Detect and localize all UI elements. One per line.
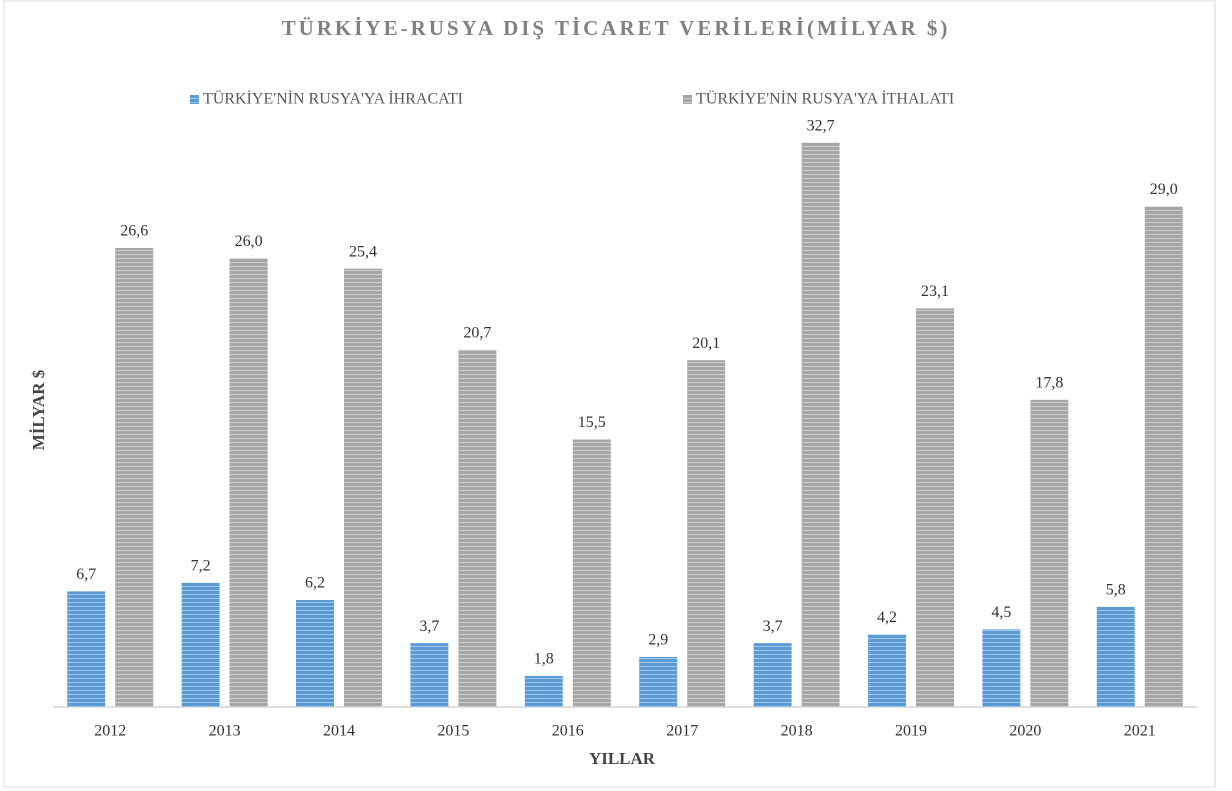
bar xyxy=(344,268,382,707)
data-label: 2,9 xyxy=(648,632,668,649)
bar xyxy=(982,629,1021,707)
data-label: 6,2 xyxy=(305,575,325,592)
data-label: 7,2 xyxy=(191,557,211,574)
bar xyxy=(458,349,497,707)
data-label: 23,1 xyxy=(921,283,949,300)
bar xyxy=(868,634,906,707)
bar xyxy=(639,656,678,707)
data-label: 5,8 xyxy=(1106,582,1126,599)
bar xyxy=(1096,606,1135,707)
bar xyxy=(296,600,334,707)
data-label: 20,7 xyxy=(463,324,491,341)
data-label: 26,6 xyxy=(120,223,148,240)
data-label: 32,7 xyxy=(807,117,835,134)
legend-swatch xyxy=(683,95,692,104)
data-label: 6,7 xyxy=(76,566,96,583)
x-tick-label: 2021 xyxy=(1124,723,1156,740)
x-tick-label: 2015 xyxy=(437,723,469,740)
data-label: 15,5 xyxy=(578,414,606,431)
bar xyxy=(687,360,726,707)
x-tick-label: 2012 xyxy=(94,723,126,740)
bar xyxy=(410,643,449,707)
data-label: 26,0 xyxy=(235,233,263,250)
x-tick-label: 2016 xyxy=(552,723,584,740)
x-tick-label: 2018 xyxy=(781,723,813,740)
data-label: 29,0 xyxy=(1150,181,1178,198)
bar xyxy=(1144,206,1183,708)
legend-label: TÜRKİYE'NİN RUSYA'YA İHRACATI xyxy=(203,90,463,108)
x-tick-label: 2013 xyxy=(209,723,241,740)
data-label: 20,1 xyxy=(692,335,720,352)
legend-label: TÜRKİYE'NİN RUSYA'YA İTHALATI xyxy=(696,90,954,108)
bar xyxy=(524,675,563,707)
data-label: 3,7 xyxy=(763,618,783,635)
data-label: 25,4 xyxy=(349,243,377,260)
data-label: 4,2 xyxy=(877,609,897,626)
data-label: 17,8 xyxy=(1035,374,1063,391)
bar xyxy=(181,582,220,707)
data-label: 1,8 xyxy=(534,651,554,668)
x-tick-label: 2020 xyxy=(1009,723,1041,740)
bar xyxy=(916,308,954,707)
bar xyxy=(753,643,792,707)
x-tick-label: 2017 xyxy=(666,723,698,740)
bar xyxy=(572,439,611,707)
bar xyxy=(229,258,268,707)
x-tick-label: 2014 xyxy=(323,723,355,740)
y-axis-title: MİLYAR $ xyxy=(29,369,48,450)
bar xyxy=(115,247,154,707)
chart-title: TÜRKİYE-RUSYA DIŞ TİCARET VERİLERİ(MİLYA… xyxy=(282,16,951,40)
data-label: 4,5 xyxy=(991,604,1011,621)
data-label: 3,7 xyxy=(419,618,439,635)
legend-swatch xyxy=(190,95,199,104)
bar xyxy=(67,591,106,707)
bar xyxy=(1030,399,1069,707)
x-tick-label: 2019 xyxy=(895,723,927,740)
x-axis-title: YILLAR xyxy=(589,749,656,768)
bar xyxy=(801,142,840,708)
